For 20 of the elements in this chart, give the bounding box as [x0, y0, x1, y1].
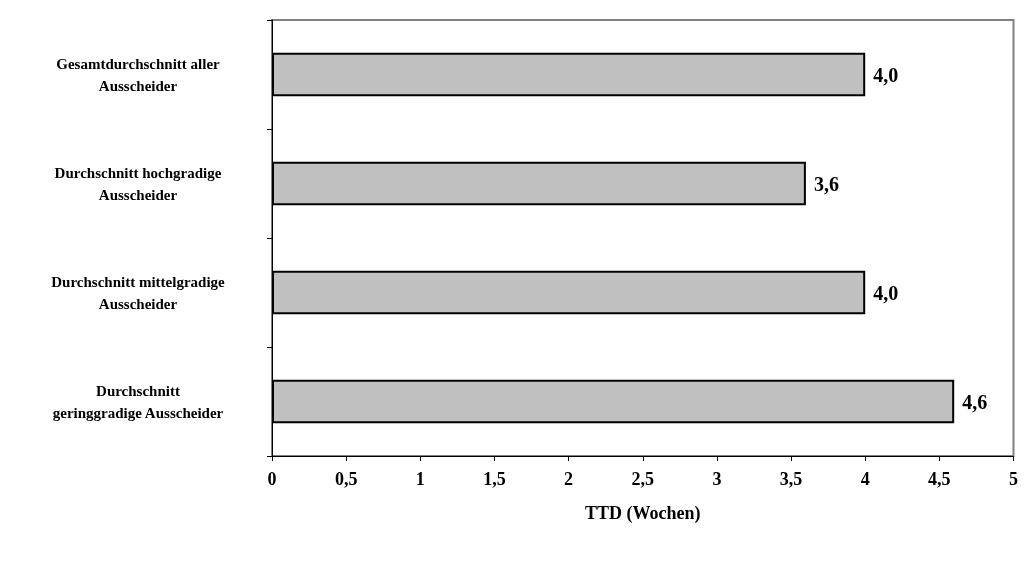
y-tick-label: Gesamtdurchschnitt aller Ausscheider — [56, 55, 221, 94]
x-tick-label: 4,5 — [928, 469, 951, 489]
data-label: 3,6 — [813, 172, 839, 195]
y-tick-label: Durchschnitt hochgradige Ausscheider — [54, 164, 222, 203]
x-axis-title: TTD (Wochen) — [584, 503, 701, 524]
y-tick-label: Durchschnitt mittelgradige Ausscheider — [51, 273, 226, 312]
x-tick-label: 1,5 — [483, 469, 506, 489]
x-tick-label: 3,5 — [779, 469, 803, 489]
y-tick-label: Durchschnitt geringgradige Ausscheider — [52, 382, 224, 421]
data-label: 4,0 — [873, 63, 899, 86]
data-label: 4,0 — [873, 281, 899, 304]
x-tick-label: 0,5 — [334, 469, 358, 489]
x-tick-label: 0 — [267, 469, 277, 489]
data-label: 4,6 — [962, 390, 988, 413]
x-tick-label: 2,5 — [631, 469, 654, 489]
x-tick-label: 4 — [860, 469, 870, 489]
x-tick-label: 2 — [564, 469, 574, 489]
x-tick-label: 3 — [712, 469, 722, 489]
x-tick-label: 5 — [1009, 469, 1018, 489]
x-tick-label: 1 — [415, 469, 425, 489]
